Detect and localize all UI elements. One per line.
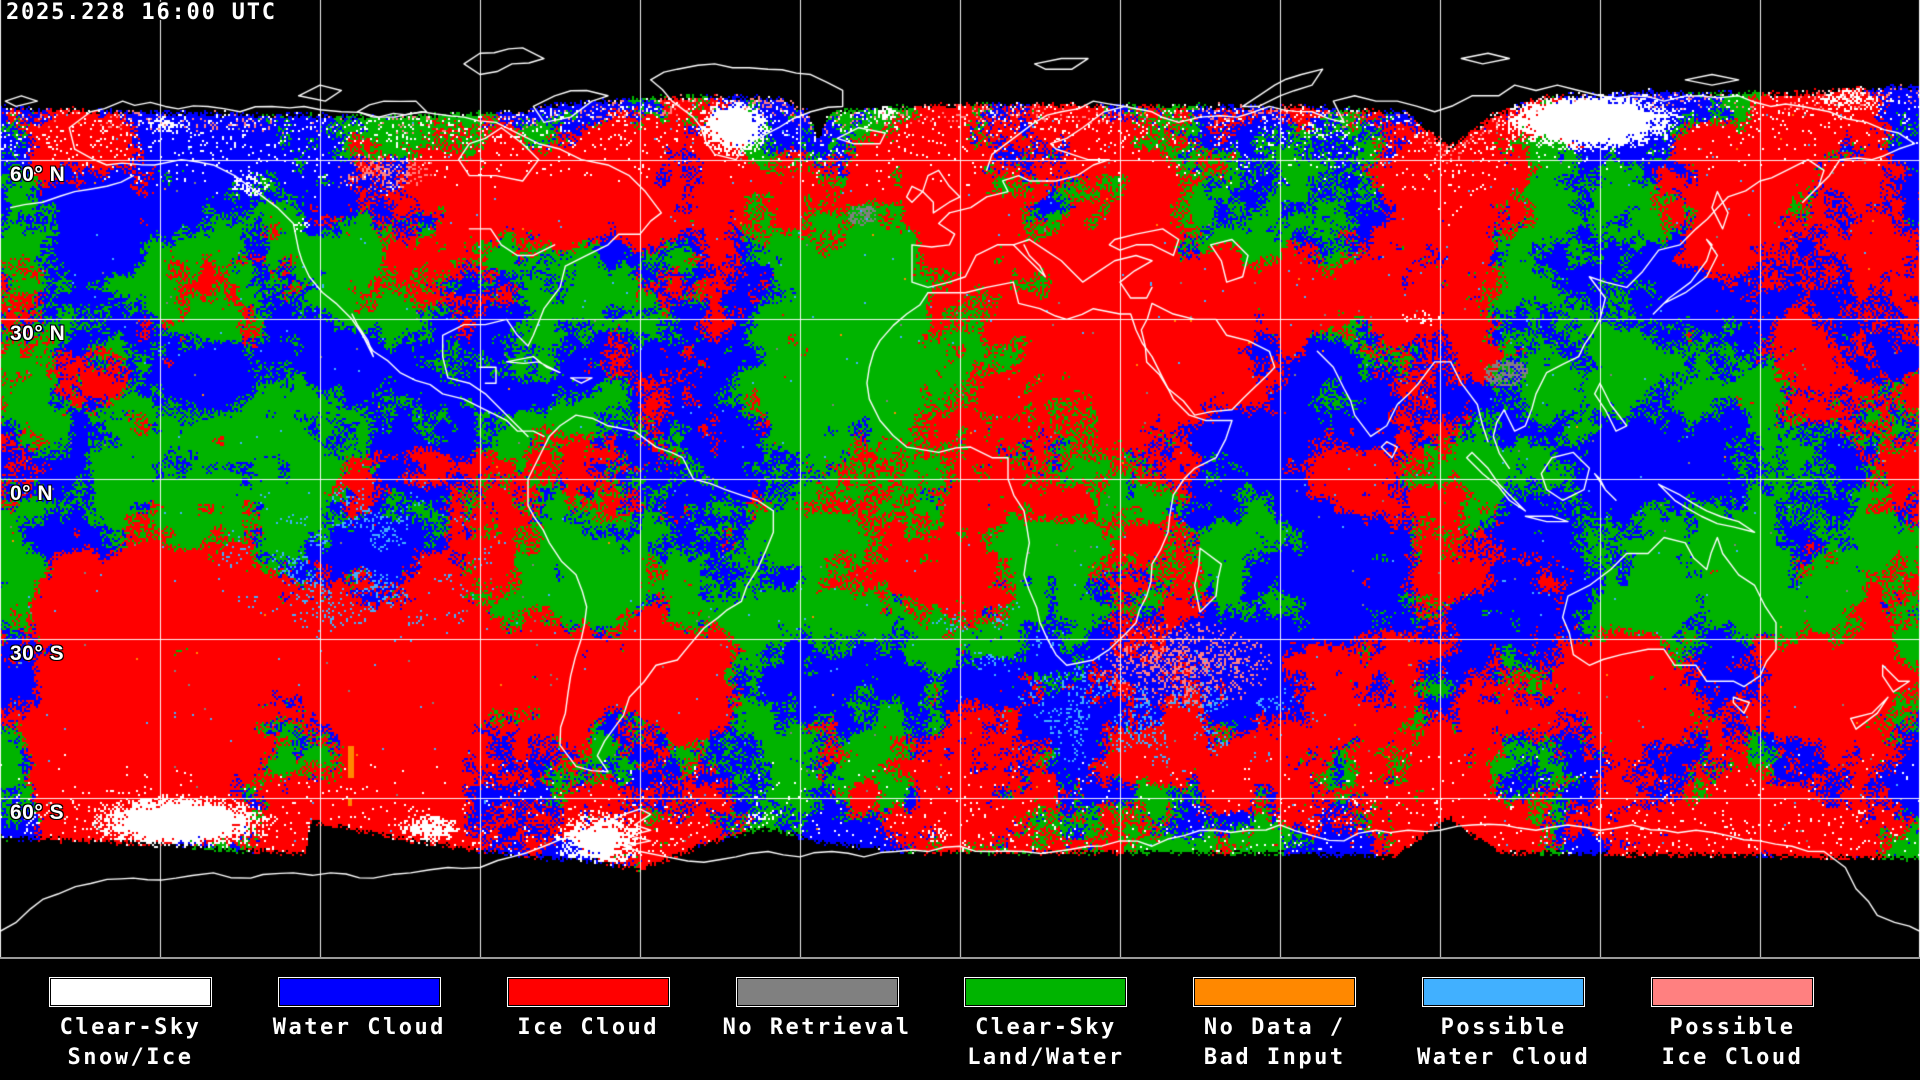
latitude-label-4: 60° S	[10, 801, 65, 824]
legend-swatch-clear-sky-land-water	[964, 977, 1128, 1007]
legend-label-possible-water-cloud: Possible Water Cloud	[1364, 1013, 1644, 1073]
legend-label-line: Possible	[1440, 1015, 1567, 1040]
legend-swatch-fill-clear-sky-snow-ice	[51, 979, 210, 1005]
legend-label-clear-sky-snow-ice: Clear-Sky Snow/Ice	[0, 1013, 271, 1073]
legend-label-no-data-bad-input: No Data / Bad Input	[1135, 1013, 1415, 1073]
legend-label-no-retrieval: No Retrieval	[677, 1013, 957, 1043]
legend-swatch-fill-water-cloud	[279, 979, 439, 1005]
legend-label-line: Ice Cloud	[517, 1015, 660, 1040]
legend-label-line: Clear-Sky	[59, 1015, 202, 1040]
legend-swatch-no-retrieval	[735, 977, 899, 1007]
legend-label-line: No Retrieval	[722, 1015, 912, 1040]
legend-swatch-fill-ice-cloud	[508, 979, 668, 1005]
legend-swatch-fill-possible-ice-cloud	[1652, 979, 1812, 1005]
legend-label-possible-ice-cloud: Possible Ice Cloud	[1592, 1013, 1872, 1073]
latitude-label-0: 60° N	[10, 163, 66, 186]
legend-label-water-cloud: Water Cloud	[219, 1013, 499, 1043]
legend-swatch-clear-sky-snow-ice	[49, 977, 212, 1007]
legend-swatch-fill-no-data-bad-input	[1195, 979, 1355, 1005]
legend-swatch-no-data-bad-input	[1193, 977, 1357, 1007]
legend-label-line: Ice Cloud	[1661, 1045, 1804, 1070]
legend-swatch-fill-clear-sky-land-water	[966, 979, 1126, 1005]
legend-label-ice-cloud: Ice Cloud	[448, 1013, 728, 1043]
legend-swatch-possible-water-cloud	[1422, 977, 1586, 1007]
legend-label-line: No Data /	[1203, 1015, 1346, 1040]
legend-swatch-possible-ice-cloud	[1650, 977, 1814, 1007]
latitude-label-1: 30° N	[10, 322, 66, 345]
legend-label-clear-sky-land-water: Clear-Sky Land/Water	[906, 1013, 1186, 1073]
legend-swatch-fill-possible-water-cloud	[1424, 979, 1584, 1005]
legend-label-line: Possible	[1669, 1015, 1796, 1040]
legend-swatch-fill-no-retrieval	[737, 979, 897, 1005]
latitude-label-2: 0° N	[10, 482, 54, 505]
latitude-label-3: 30° S	[10, 642, 65, 665]
legend-label-line: Snow/Ice	[67, 1045, 194, 1070]
legend-label-line: Land/Water	[967, 1045, 1125, 1070]
legend-label-line: Water Cloud	[1417, 1045, 1591, 1070]
legend-label-line: Clear-Sky	[975, 1015, 1117, 1040]
cloud-phase-map-canvas	[0, 0, 1920, 958]
legend-swatch-water-cloud	[277, 977, 441, 1007]
legend-label-line: Water Cloud	[272, 1015, 446, 1040]
legend-swatch-ice-cloud	[506, 977, 670, 1007]
map-bottom-separator	[0, 957, 1920, 959]
legend-label-line: Bad Input	[1203, 1045, 1346, 1070]
timestamp-label: 2025.228 16:00 UTC	[6, 0, 277, 25]
